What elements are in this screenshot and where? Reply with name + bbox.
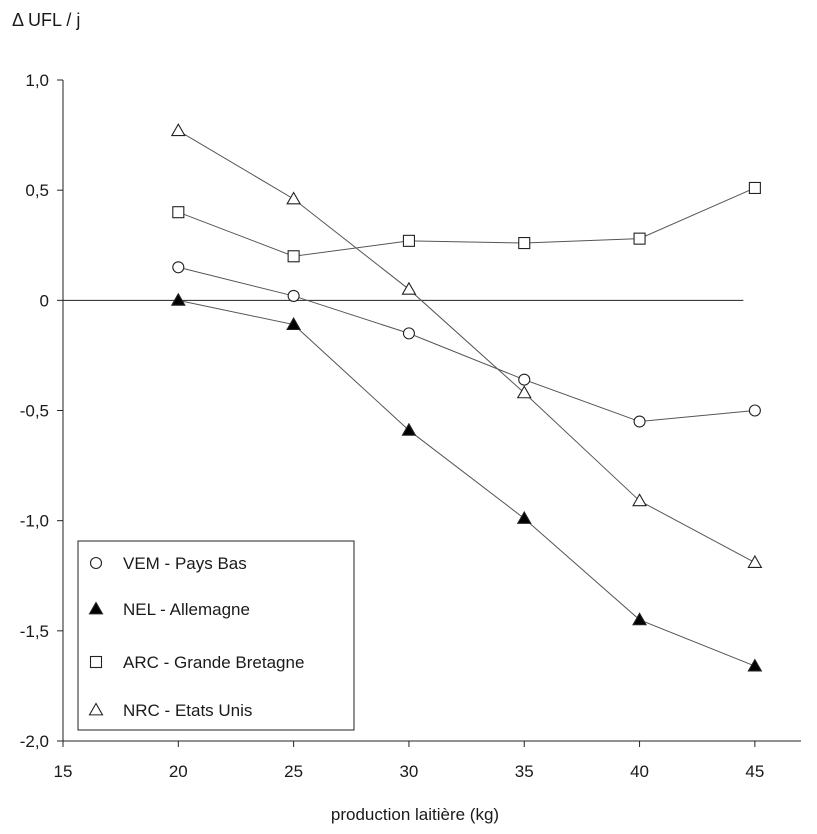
data-point — [518, 236, 531, 250]
legend-entry: NEL - Allemagne — [88, 600, 250, 619]
legend-box — [77, 540, 355, 731]
legend-marker — [89, 556, 103, 570]
data-point — [287, 289, 300, 302]
series-line — [178, 187, 756, 257]
data-point — [170, 292, 186, 306]
legend-items: VEM - Pays Bas NEL - Allemagne ARC - Grand… — [88, 554, 304, 720]
x-tick-label: 20 — [169, 762, 188, 781]
series-line — [178, 130, 756, 563]
series-layer — [170, 123, 763, 672]
data-point — [170, 123, 186, 137]
series-2 — [170, 292, 763, 672]
series-3 — [172, 181, 761, 263]
legend-marker — [88, 601, 104, 615]
legend-label: VEM - Pays Bas — [123, 554, 247, 573]
data-point — [748, 404, 761, 417]
data-point — [516, 510, 532, 524]
x-tick-label: 30 — [399, 762, 418, 781]
series-4 — [170, 123, 763, 568]
y-tick-label: 1,0 — [25, 71, 49, 90]
series-line — [178, 266, 755, 423]
data-point — [747, 554, 763, 568]
data-point — [287, 250, 300, 263]
y-tick-label: -1,5 — [20, 622, 49, 641]
data-point — [633, 232, 646, 245]
legend-entry: NRC - Etats Unis — [88, 701, 252, 720]
data-point — [748, 181, 761, 195]
y-axis-label-group: Δ UFL / j — [12, 10, 80, 30]
data-point — [402, 234, 415, 247]
legend-entry: VEM - Pays Bas — [89, 554, 247, 573]
x-tick-label: 25 — [284, 762, 303, 781]
data-point — [518, 373, 531, 386]
legend-label: NEL - Allemagne — [123, 600, 250, 619]
x-axis-label: production laitière (kg) — [331, 805, 499, 824]
y-tick-label: -0,5 — [20, 402, 49, 421]
x-tick-label: 35 — [515, 762, 534, 781]
x-tick-label: 40 — [630, 762, 649, 781]
data-point — [632, 493, 648, 507]
data-point — [633, 415, 646, 428]
data-point — [402, 327, 415, 340]
y-tick-label: 0,5 — [25, 181, 49, 200]
data-point — [172, 206, 185, 219]
data-point — [516, 385, 532, 399]
legend: VEM - Pays Bas NEL - Allemagne ARC - Grand… — [77, 540, 355, 731]
legend-entry: ARC - Grande Bretagne — [89, 653, 304, 672]
legend-marker — [89, 655, 103, 669]
data-point — [401, 422, 417, 436]
legend-label: NRC - Etats Unis — [123, 701, 252, 720]
x-tick-label: 15 — [54, 762, 73, 781]
y-tick-label: -2,0 — [20, 732, 49, 751]
axes: 1,0 0,5 0 -0,5 -1,0 -1,5 -2,0 15 20 25 30 35 40 45 — [20, 71, 801, 781]
y-tick-label: 0 — [40, 291, 49, 310]
data-point — [747, 658, 763, 672]
y-axis-label: Δ UFL / j — [12, 10, 80, 30]
data-point — [286, 316, 302, 330]
legend-label: ARC - Grande Bretagne — [123, 653, 304, 672]
data-point — [172, 261, 185, 274]
data-point — [286, 191, 302, 205]
x-tick-label: 45 — [745, 762, 764, 781]
y-tick-label: -1,0 — [20, 512, 49, 531]
series-line — [178, 299, 756, 667]
data-point — [401, 281, 417, 295]
data-point — [632, 612, 648, 626]
series-1 — [172, 261, 761, 428]
legend-marker — [88, 702, 104, 716]
